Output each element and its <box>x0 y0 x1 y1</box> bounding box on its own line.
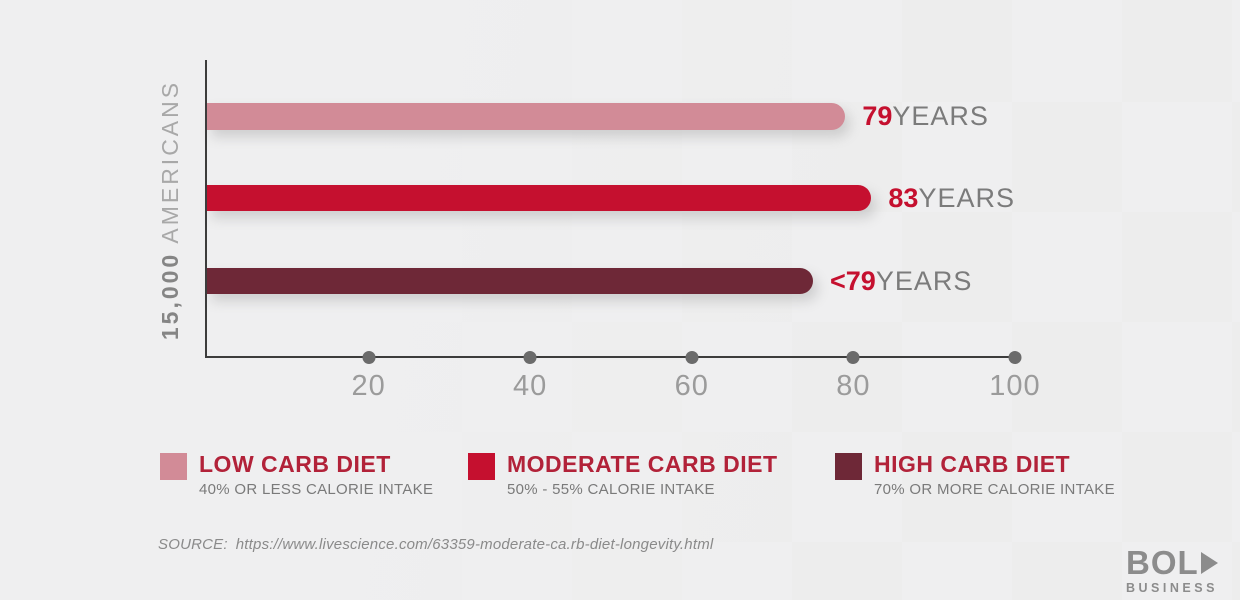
tick-dot <box>846 350 860 364</box>
bar-value-unit: YEARS <box>875 265 973 296</box>
source-url: https://www.livescience.com/63359-modera… <box>235 536 714 553</box>
y-axis-label: 15,000 AMERICANS <box>148 50 192 370</box>
y-axis-label-number: 15,000 <box>157 251 183 341</box>
tick-dot <box>523 350 537 364</box>
bar-row-low-carb: 79YEARS <box>207 103 1015 130</box>
legend-swatch-low-carb <box>160 453 187 480</box>
legend-item-low-carb: LOW CARB DIET 40% OR LESS CALORIE INTAKE <box>160 451 434 499</box>
bar-row-high-carb: <79YEARS <box>207 265 1015 296</box>
legend-title: LOW CARB DIET <box>199 451 391 477</box>
tick-label: 100 <box>989 370 1041 402</box>
bar-value-number: <79 <box>830 265 876 296</box>
legend-swatch-moderate-carb <box>468 453 495 480</box>
bar-value-label: <79YEARS <box>830 265 973 296</box>
source-line: SOURCE: https://www.livescience.com/63359… <box>158 536 713 553</box>
legend-title: MODERATE CARB DIET <box>507 451 778 477</box>
legend-subtitle: 50% - 55% CALORIE INTAKE <box>507 481 715 499</box>
legend-text: HIGH CARB DIET 70% OR MORE CALORIE INTAK… <box>874 451 1115 499</box>
bar-row-moderate-carb: 83YEARS <box>207 182 1015 213</box>
y-axis-label-word: AMERICANS <box>157 79 183 244</box>
legend-subtitle: 40% OR LESS CALORIE INTAKE <box>199 481 434 499</box>
y-axis-line <box>205 60 207 358</box>
tick-dot <box>685 350 699 364</box>
legend-title: HIGH CARB DIET <box>874 451 1071 477</box>
bar-moderate-carb <box>207 185 872 211</box>
tick-label: 80 <box>836 370 871 402</box>
tick-dot <box>362 350 376 364</box>
tick-label: 60 <box>674 370 709 402</box>
legend-subtitle: 70% OR MORE CALORIE INTAKE <box>874 481 1115 499</box>
bar-chart-plot-area: 79YEARS 83YEARS <79YEARS 20 <box>205 60 1040 402</box>
tick-label: 40 <box>513 370 548 402</box>
legend-item-moderate-carb: MODERATE CARB DIET 50% - 55% CALORIE INT… <box>468 451 778 499</box>
bar-value-number: 79 <box>862 101 893 131</box>
legend-item-high-carb: HIGH CARB DIET 70% OR MORE CALORIE INTAK… <box>835 451 1115 499</box>
bar-value-number: 83 <box>888 182 919 213</box>
bar-value-label: 79YEARS <box>862 103 989 130</box>
logo-text-bold: BOL <box>1126 544 1199 581</box>
bar-value-unit: YEARS <box>892 101 989 131</box>
tick-label: 20 <box>351 370 386 402</box>
logo-text-business: BUSINESS <box>1126 581 1218 595</box>
bar-low-carb <box>207 103 846 130</box>
legend-swatch-high-carb <box>835 453 862 480</box>
play-triangle-icon <box>1200 551 1218 574</box>
bar-value-label: 83YEARS <box>888 182 1015 213</box>
logo-wordmark: BOL <box>1126 546 1218 579</box>
tick-dot <box>1008 350 1022 364</box>
bar-value-unit: YEARS <box>918 182 1015 213</box>
source-label: SOURCE: <box>158 536 228 553</box>
x-axis-line <box>205 356 1015 358</box>
legend-text: MODERATE CARB DIET 50% - 55% CALORIE INT… <box>507 451 778 499</box>
bar-track: 79YEARS 83YEARS <79YEARS 20 <box>207 60 1040 402</box>
bar-high-carb <box>207 268 813 294</box>
bold-business-logo: BOL BUSINESS <box>1126 546 1218 595</box>
legend-text: LOW CARB DIET 40% OR LESS CALORIE INTAKE <box>199 451 434 499</box>
